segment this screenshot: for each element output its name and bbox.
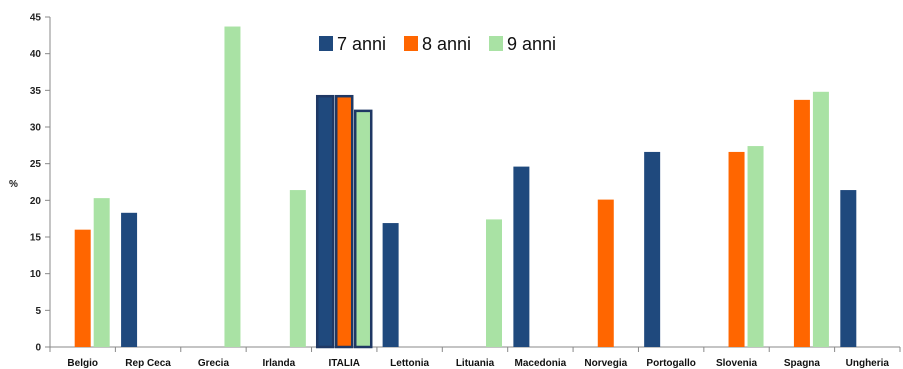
bar-grecia-9-anni bbox=[224, 26, 241, 348]
bar-portogallo-7-anni bbox=[644, 151, 661, 347]
x-tick-label: Macedonia bbox=[515, 358, 567, 369]
y-tick-label: 45 bbox=[30, 13, 42, 24]
x-tick-label: Belgio bbox=[67, 358, 98, 369]
x-tick-label: Irlanda bbox=[262, 358, 295, 369]
x-tick-label: Slovenia bbox=[716, 358, 758, 369]
bar-rep-ceca-7-anni bbox=[121, 212, 138, 347]
bar-spagna-9-anni bbox=[812, 91, 829, 347]
x-tick-label: Norvegia bbox=[584, 358, 627, 369]
x-axis: Belgio Rep Ceca Grecia Irlanda ITALIA Lettoni… bbox=[49, 346, 901, 369]
bar-lituania-9-anni bbox=[486, 219, 502, 347]
x-tick-label: ITALIA bbox=[328, 358, 359, 369]
x-tick-label: Rep Ceca bbox=[125, 358, 171, 369]
bar-ungheria-7-anni bbox=[840, 190, 857, 347]
bar-italia-7-anni bbox=[315, 94, 335, 349]
x-tick-label: Spagna bbox=[784, 358, 821, 369]
y-tick-label: 25 bbox=[30, 159, 42, 170]
y-tick-label: 40 bbox=[30, 49, 42, 60]
legend-swatch bbox=[404, 36, 418, 51]
bars-group bbox=[74, 26, 857, 349]
y-tick-label: 0 bbox=[35, 343, 41, 354]
bar-italia-8-anni bbox=[334, 94, 354, 349]
y-tick-label: 10 bbox=[30, 269, 42, 280]
x-tick-label: Lettonia bbox=[390, 358, 429, 369]
x-tick-label: Ungheria bbox=[846, 358, 890, 369]
bar-belgio-8-anni bbox=[74, 229, 91, 347]
bar-norvegia-8-anni bbox=[597, 199, 614, 347]
x-tick-label: Portogallo bbox=[646, 358, 695, 369]
y-axis-label: % bbox=[9, 179, 18, 190]
bar-spagna-8-anni bbox=[793, 99, 810, 347]
x-tick-label: Grecia bbox=[198, 358, 230, 369]
y-tick-label: 20 bbox=[30, 196, 42, 207]
legend-swatch bbox=[319, 36, 333, 51]
bar-slovenia-9-anni bbox=[747, 146, 764, 347]
bar-macedonia-7-anni bbox=[513, 166, 530, 347]
legend-swatch bbox=[489, 36, 503, 51]
bar-irlanda-9-anni bbox=[289, 190, 306, 347]
x-tick-label: Lituania bbox=[456, 358, 495, 369]
y-axis: 0 5 10 15 20 25 30 35 40 45 bbox=[30, 13, 51, 354]
y-tick-label: 5 bbox=[35, 306, 41, 317]
y-tick-label: 15 bbox=[30, 233, 42, 244]
legend-label: 8 anni bbox=[422, 34, 471, 54]
legend-label: 7 anni bbox=[337, 34, 386, 54]
legend-label: 9 anni bbox=[507, 34, 556, 54]
y-tick-label: 35 bbox=[30, 86, 42, 97]
bar-italia-9-anni bbox=[353, 109, 373, 349]
bar-slovenia-8-anni bbox=[728, 151, 745, 347]
bar-belgio-9-anni bbox=[93, 198, 110, 347]
y-tick-label: 30 bbox=[30, 123, 42, 134]
bar-lettonia-7-anni bbox=[382, 223, 399, 347]
legend: 7 anni 8 anni 9 anni bbox=[319, 34, 556, 54]
